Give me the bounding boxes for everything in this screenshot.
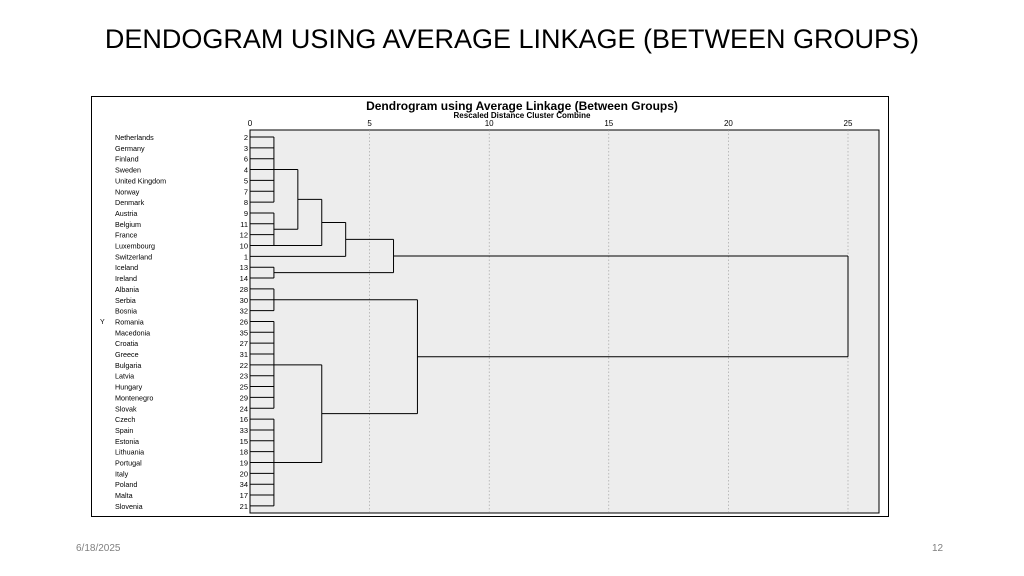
- leaf-label: Hungary: [115, 383, 143, 392]
- leaf-id: 2: [244, 133, 248, 142]
- leaf-label: Denmark: [115, 198, 145, 207]
- leaf-id: 23: [240, 372, 248, 381]
- leaf-label: Slovenia: [115, 502, 143, 511]
- leaf-id: 9: [244, 209, 248, 218]
- leaf-label: Czech: [115, 415, 135, 424]
- leaf-id: 10: [240, 242, 248, 251]
- leaf-id: 8: [244, 198, 248, 207]
- leaf-label: Romania: [115, 317, 144, 326]
- leaf-id: 21: [240, 502, 248, 511]
- leaf-label: Germany: [115, 144, 145, 153]
- leaf-id: 14: [240, 274, 248, 283]
- side-label: Y: [100, 319, 105, 326]
- leaf-id: 12: [240, 231, 248, 240]
- leaf-id: 32: [240, 307, 248, 316]
- leaf-label: Montenegro: [115, 393, 153, 402]
- leaf-label: Luxembourg: [115, 242, 155, 251]
- leaf-id: 11: [240, 220, 248, 229]
- leaf-id: 24: [240, 404, 248, 413]
- leaf-label: Estonia: [115, 437, 139, 446]
- leaf-id: 4: [244, 166, 248, 175]
- chart-title: Dendrogram using Average Linkage (Betwee…: [366, 99, 678, 113]
- plot-area: [249, 129, 880, 514]
- leaf-label: Poland: [115, 480, 137, 489]
- leaf-label: Netherlands: [115, 133, 154, 142]
- leaf-label: Spain: [115, 426, 133, 435]
- leaf-id: 26: [240, 317, 248, 326]
- leaf-label: Finland: [115, 155, 139, 164]
- leaf-id: 28: [240, 285, 248, 294]
- leaf-label: Macedonia: [115, 328, 150, 337]
- leaf-label: Albania: [115, 285, 139, 294]
- leaf-label: Sweden: [115, 166, 141, 175]
- leaf-label: Croatia: [115, 339, 138, 348]
- leaf-id: 34: [240, 480, 248, 489]
- leaf-label: Slovak: [115, 404, 137, 413]
- leaf-id: 20: [240, 469, 248, 478]
- leaf-id: 1: [244, 252, 248, 261]
- leaf-id: 3: [244, 144, 248, 153]
- dendrogram-figure: Dendrogram using Average Linkage (Betwee…: [91, 96, 889, 517]
- x-tick-label: 0: [248, 119, 253, 128]
- leaf-id: 35: [240, 328, 248, 337]
- leaf-id: 19: [240, 459, 248, 468]
- leaf-id: 6: [244, 155, 248, 164]
- footer-date: 6/18/2025: [76, 543, 121, 554]
- leaf-label: Belgium: [115, 220, 141, 229]
- leaf-id: 5: [244, 176, 248, 185]
- x-tick-label: 15: [604, 119, 613, 128]
- leaf-label: Portugal: [115, 459, 142, 468]
- leaf-id: 17: [240, 491, 248, 500]
- leaf-id: 29: [240, 393, 248, 402]
- leaf-label: Lithuania: [115, 448, 144, 457]
- leaf-id: 30: [240, 296, 248, 305]
- x-tick-label: 5: [367, 119, 372, 128]
- leaf-label: Austria: [115, 209, 137, 218]
- x-tick-label: 20: [724, 119, 733, 128]
- leaf-label: Bulgaria: [115, 361, 141, 370]
- leaf-label: Greece: [115, 350, 139, 359]
- leaf-label: Norway: [115, 187, 140, 196]
- leaf-id: 18: [240, 448, 248, 457]
- leaf-id: 7: [244, 187, 248, 196]
- leaf-id: 13: [240, 263, 248, 272]
- footer-page-number: 12: [932, 543, 944, 554]
- leaf-id: 16: [240, 415, 248, 424]
- leaf-label: France: [115, 231, 137, 240]
- x-tick-label: 10: [485, 119, 494, 128]
- leaf-label: Italy: [115, 469, 129, 478]
- x-tick-label: 25: [844, 119, 853, 128]
- leaf-label: Latvia: [115, 372, 134, 381]
- leaf-id: 33: [240, 426, 248, 435]
- leaf-label: United Kingdom: [115, 176, 166, 185]
- leaf-id: 25: [240, 383, 248, 392]
- leaf-label: Malta: [115, 491, 133, 500]
- leaf-label: Ireland: [115, 274, 137, 283]
- leaf-id: 22: [240, 361, 248, 370]
- chart-subtitle: Rescaled Distance Cluster Combine: [454, 111, 591, 120]
- leaf-id: 31: [240, 350, 248, 359]
- leaf-id: 15: [240, 437, 248, 446]
- leaf-label: Serbia: [115, 296, 136, 305]
- dendrogram-chart: Dendrogram using Average Linkage (Betwee…: [91, 96, 889, 517]
- leaf-label: Bosnia: [115, 307, 137, 316]
- leaf-id: 27: [240, 339, 248, 348]
- slide-title: DENDOGRAM USING AVERAGE LINKAGE (BETWEEN…: [104, 24, 920, 54]
- leaf-label: Iceland: [115, 263, 138, 272]
- leaf-label: Switzerland: [115, 252, 152, 261]
